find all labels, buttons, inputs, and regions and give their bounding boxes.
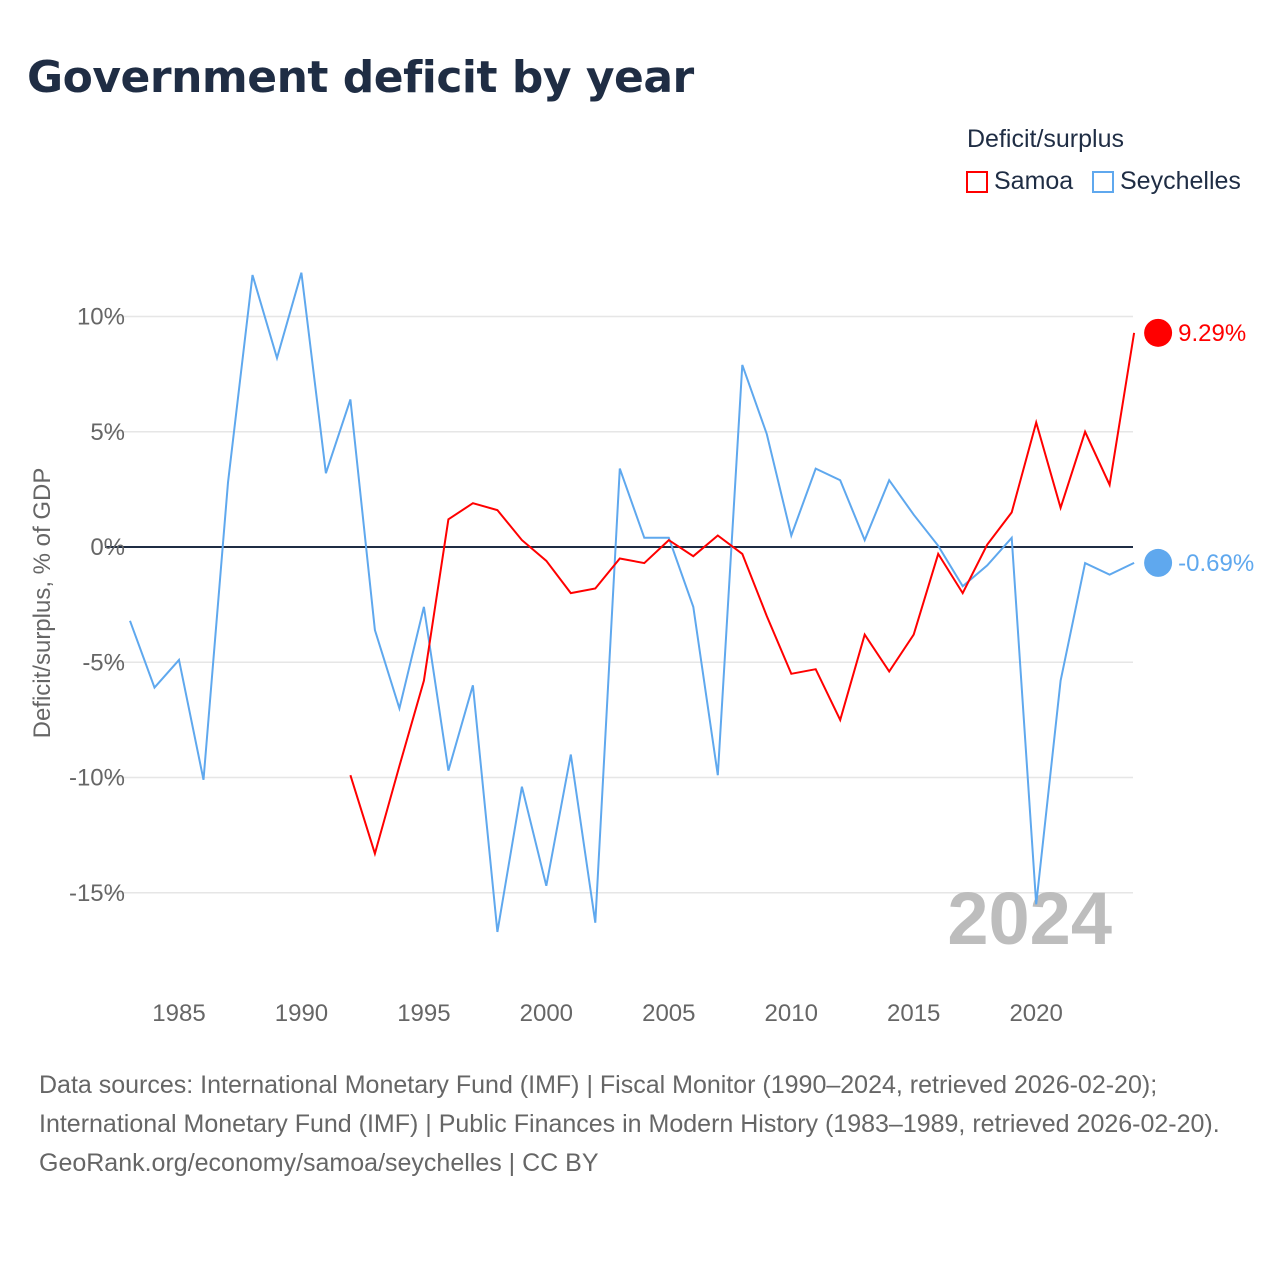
legend-swatch-seychelles — [1092, 170, 1114, 193]
legend-item-seychelles[interactable]: Seychelles — [1092, 167, 1241, 196]
legend-title: Deficit/surplus — [967, 125, 1124, 153]
y-tick-label: 0% — [90, 534, 125, 561]
footer: Data sources: International Monetary Fun… — [39, 1066, 1239, 1183]
y-tick-label: 5% — [90, 419, 125, 446]
x-tick-label: 2015 — [887, 1000, 940, 1027]
legend-item-samoa[interactable]: Samoa — [966, 167, 1073, 196]
flag-icon-seychelles — [1144, 548, 1173, 577]
flag-icon-samoa — [1144, 318, 1173, 347]
y-tick-label: -10% — [69, 765, 125, 792]
series-line-samoa — [349, 332, 1136, 858]
legend-swatch-samoa — [966, 170, 988, 193]
line-chart: 10% 5% 0% -5% -10% -15% 1985 1990 1995 2000 2005 20… — [29, 272, 1254, 1027]
year-watermark: 2024 — [947, 877, 1112, 960]
data-sources: Data sources: International Monetary Fun… — [39, 1071, 1220, 1138]
x-tick-label: 2010 — [765, 1000, 818, 1027]
end-value-label: -0.69% — [1178, 550, 1254, 577]
x-tick-label: 2020 — [1009, 1000, 1062, 1027]
legend-label: Samoa — [994, 167, 1074, 195]
end-value-label: 9.29% — [1178, 320, 1246, 347]
x-tick-label: 1995 — [397, 1000, 450, 1027]
y-tick-label: -15% — [69, 880, 125, 907]
x-tick-label: 2000 — [520, 1000, 573, 1027]
credit-link[interactable]: GeoRank.org/economy/samoa/seychelles | C… — [39, 1149, 599, 1177]
x-tick-label: 1985 — [152, 1000, 205, 1027]
series-line-seychelles — [129, 272, 1135, 933]
page-title: Government deficit by year — [27, 52, 694, 103]
y-tick-label: -5% — [82, 649, 125, 676]
x-tick-label: 1990 — [275, 1000, 328, 1027]
legend-label: Seychelles — [1120, 167, 1241, 195]
y-tick-label: 10% — [77, 304, 125, 331]
x-tick-label: 2005 — [642, 1000, 695, 1027]
y-axis-label: Deficit/surplus, % of GDP — [29, 468, 56, 739]
